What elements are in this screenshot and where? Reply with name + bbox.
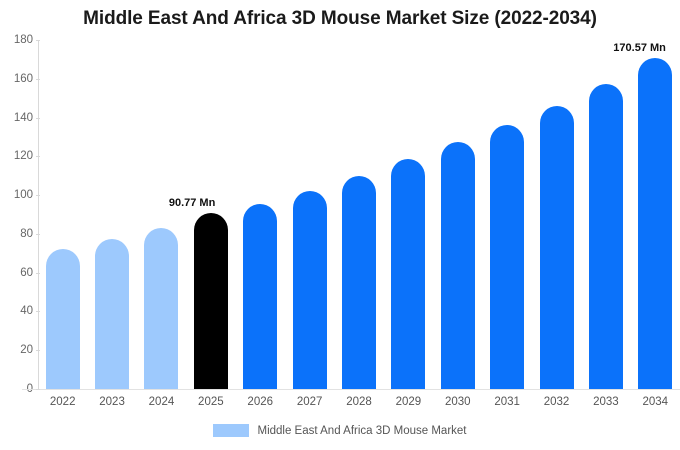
x-axis-tick-label: 2034: [642, 396, 669, 408]
bar-2025[interactable]: [193, 213, 228, 389]
y-axis-tick-label: 20: [20, 344, 33, 357]
y-axis-tick-mark: [36, 389, 40, 390]
bar-2027[interactable]: [292, 190, 327, 389]
y-axis-line: [38, 40, 39, 390]
bar-2031[interactable]: [490, 124, 525, 389]
y-axis-tick-mark: [36, 195, 40, 197]
bar-2028[interactable]: [342, 175, 376, 389]
x-axis-line: [22, 389, 680, 390]
y-axis-tick-mark: [36, 350, 40, 352]
y-axis-tick-label: 160: [13, 72, 33, 85]
y-axis-tick-label: 140: [13, 111, 33, 124]
legend-swatch-icon: [213, 424, 250, 437]
y-axis-tick-mark: [36, 272, 40, 274]
x-axis-tick-label: 2023: [99, 396, 125, 408]
y-axis-tick-label: 180: [13, 34, 33, 46]
x-axis-tick-label: 2029: [395, 396, 422, 408]
x-axis-tick-label: 2030: [444, 396, 471, 408]
bar-2026[interactable]: [243, 203, 278, 389]
x-axis-tick-label: 2026: [247, 396, 274, 408]
y-axis-tick-label: 60: [20, 266, 33, 279]
bar-2033[interactable]: [588, 84, 623, 389]
bar-2023[interactable]: [95, 239, 130, 389]
bar-2022[interactable]: [45, 249, 80, 389]
bar-2032[interactable]: [539, 105, 574, 389]
y-axis-tick-mark: [36, 156, 40, 158]
y-axis-tick-label: 120: [13, 150, 33, 163]
y-axis-tick-mark: [36, 78, 40, 80]
x-axis-tick-label: 2028: [346, 396, 372, 408]
x-axis-tick-label: 2025: [198, 396, 224, 408]
x-axis-tick-label: 2033: [593, 396, 619, 408]
chart-title: Middle East And Africa 3D Mouse Market S…: [83, 8, 597, 29]
bar-value-label-2025: 90.77 Mn: [168, 197, 216, 209]
legend-label: Middle East And Africa 3D Mouse Market: [257, 424, 467, 437]
y-axis-tick-mark: [36, 233, 40, 235]
y-axis-tick-label: 40: [20, 305, 33, 318]
x-axis-tick-label: 2032: [543, 396, 570, 408]
x-axis-tick-label: 2024: [148, 396, 175, 408]
x-axis-tick-label: 2027: [296, 396, 323, 408]
y-axis-tick-mark: [36, 40, 40, 41]
bar-2030[interactable]: [440, 142, 475, 389]
y-axis-tick-label: 100: [13, 189, 33, 202]
y-axis-tick-mark: [36, 117, 40, 119]
bar-2034[interactable]: [638, 58, 673, 389]
bar-value-label-2034: 170.57 Mn: [613, 42, 666, 55]
bar-2029[interactable]: [391, 159, 426, 389]
x-axis-tick-label: 2022: [49, 396, 76, 408]
y-axis-tick-mark: [36, 311, 40, 313]
x-axis-tick-label: 2031: [494, 396, 520, 408]
chart-legend: Middle East And Africa 3D Mouse Market: [0, 424, 680, 437]
plot-area: [38, 40, 680, 389]
y-axis: 020406080100120140160180: [0, 0, 33, 450]
y-axis-tick-label: 80: [20, 227, 33, 240]
bar-2024[interactable]: [144, 227, 179, 389]
